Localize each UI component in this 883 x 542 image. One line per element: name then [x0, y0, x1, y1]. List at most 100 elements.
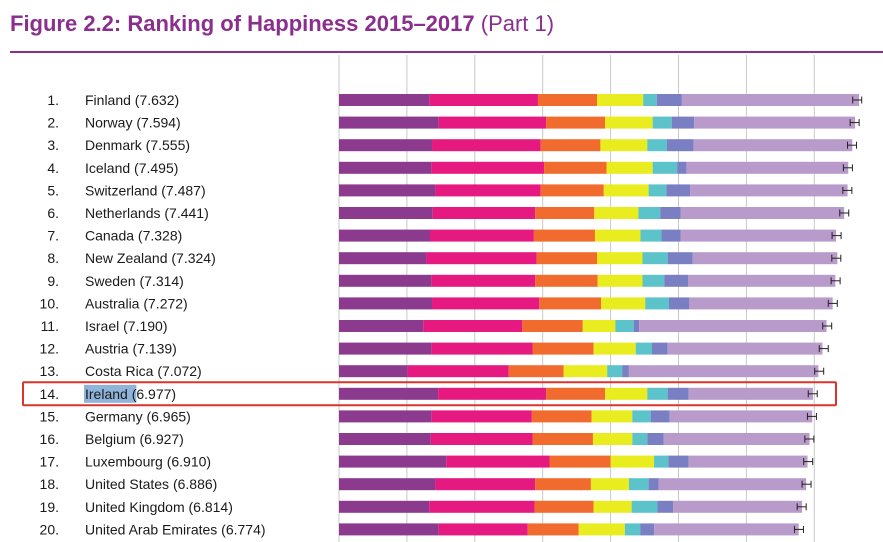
chart-title-main: Figure 2.2: Ranking of Happiness 2015–20… [10, 11, 475, 36]
bar-segment [677, 161, 687, 174]
score-label: (6.927) [136, 431, 184, 447]
bar-segment [624, 523, 641, 536]
bar-segment [657, 500, 674, 513]
bar-segment [339, 252, 427, 265]
score-label: (6.886) [169, 476, 217, 492]
bar-segment [339, 116, 439, 129]
table-row: 12. Austria (7.139) [40, 341, 829, 357]
table-row: 1. Finland (7.632) [47, 92, 863, 108]
title-divider [10, 51, 883, 53]
bar-segment [632, 410, 651, 423]
country-name: Austria [85, 341, 129, 357]
country-label: Costa Rica (7.072) [85, 363, 202, 379]
bar-segment [540, 139, 601, 152]
country-label: Australia (7.272) [85, 295, 188, 311]
table-row: 10. Australia (7.272) [40, 295, 838, 311]
bar-segment [631, 500, 658, 513]
score-label: (7.190) [119, 318, 167, 334]
bar-segment [622, 365, 629, 378]
bar-segment [339, 184, 436, 197]
bar-segment [429, 229, 534, 242]
bar-segment [534, 500, 594, 513]
bar-segment [522, 320, 583, 332]
bar-segment [432, 139, 541, 152]
bar-segment [645, 297, 669, 310]
rank-label: 6. [47, 205, 59, 221]
score-label: (7.139) [129, 341, 177, 357]
bar-segment [640, 229, 662, 242]
bar-segment [592, 433, 633, 445]
bar-segment [339, 478, 436, 491]
rank-label: 7. [47, 228, 59, 244]
bar-segment [431, 342, 533, 355]
table-row: 19. United Kingdom (6.814) [40, 499, 807, 515]
country-name: Netherlands [85, 205, 161, 221]
bar-segment [582, 320, 616, 332]
rank-label: 3. [47, 137, 59, 153]
rank-label: 19. [40, 499, 59, 515]
bar-segment [432, 207, 536, 219]
bar-segment [668, 455, 689, 468]
bar-segment [673, 500, 803, 513]
bar-segment [429, 94, 538, 106]
country-name: New Zealand [85, 250, 168, 266]
country-label: Norway (7.594) [85, 115, 181, 131]
bar-segment [640, 523, 655, 536]
bar-segment [546, 387, 606, 400]
bar-segment [667, 252, 693, 265]
country-label: Austria (7.139) [85, 341, 177, 357]
country-label: Switzerland (7.487) [85, 182, 206, 198]
country-label: United Arab Emirates (6.774) [85, 521, 266, 537]
bar-segment [531, 410, 592, 423]
bar-segment [652, 161, 678, 174]
bar-segment [689, 297, 833, 310]
bar-segment [652, 116, 672, 129]
rank-label: 4. [47, 160, 59, 176]
bar-segment [692, 252, 838, 265]
rank-label: 5. [47, 182, 59, 198]
bar-segment [435, 478, 536, 491]
bar-segment [681, 94, 860, 106]
country-name: Luxembourg [85, 454, 163, 470]
country-label: Sweden (7.314) [85, 273, 184, 289]
bar-segment [647, 387, 668, 400]
country-label: United States (6.886) [85, 476, 217, 492]
bar-segment [664, 274, 689, 287]
bar-segment [540, 184, 604, 197]
bar-segment [603, 184, 649, 197]
score-label: (7.632) [131, 92, 179, 108]
bar-segment [594, 207, 639, 219]
country-name: Ireland [85, 386, 128, 402]
table-row: 8. New Zealand (7.324) [47, 250, 842, 266]
rank-label: 10. [40, 295, 59, 311]
score-label: (7.328) [134, 228, 182, 244]
bar-segment [549, 455, 611, 468]
bar-segment [607, 365, 623, 378]
bar-segment [339, 274, 432, 287]
chart-title-part: (Part 1) [480, 11, 555, 36]
country-label: Israel (7.190) [85, 318, 167, 334]
country-name: Israel [85, 318, 119, 334]
table-row: 13. Costa Rica (7.072) [40, 363, 825, 379]
bar-segment [647, 139, 667, 152]
bar-segment [632, 433, 648, 445]
bar-segment [635, 342, 653, 355]
bar-segment [666, 184, 691, 197]
bar-segment [527, 523, 579, 536]
bar-segment [654, 523, 799, 536]
bar-segment [597, 252, 643, 265]
bar-segment [431, 410, 532, 423]
country-name: Norway [85, 115, 132, 131]
bar-segment [532, 342, 594, 355]
country-label: United Kingdom (6.814) [85, 499, 233, 515]
bar-segment [593, 342, 636, 355]
bar-segment [578, 523, 625, 536]
score-label: (7.555) [142, 137, 190, 153]
rank-label: 1. [47, 92, 59, 108]
bar-segment [533, 229, 595, 242]
bar-segment [431, 274, 536, 287]
bar-segment [647, 433, 664, 445]
bar-segment [667, 387, 689, 400]
rank-label: 12. [40, 341, 59, 357]
